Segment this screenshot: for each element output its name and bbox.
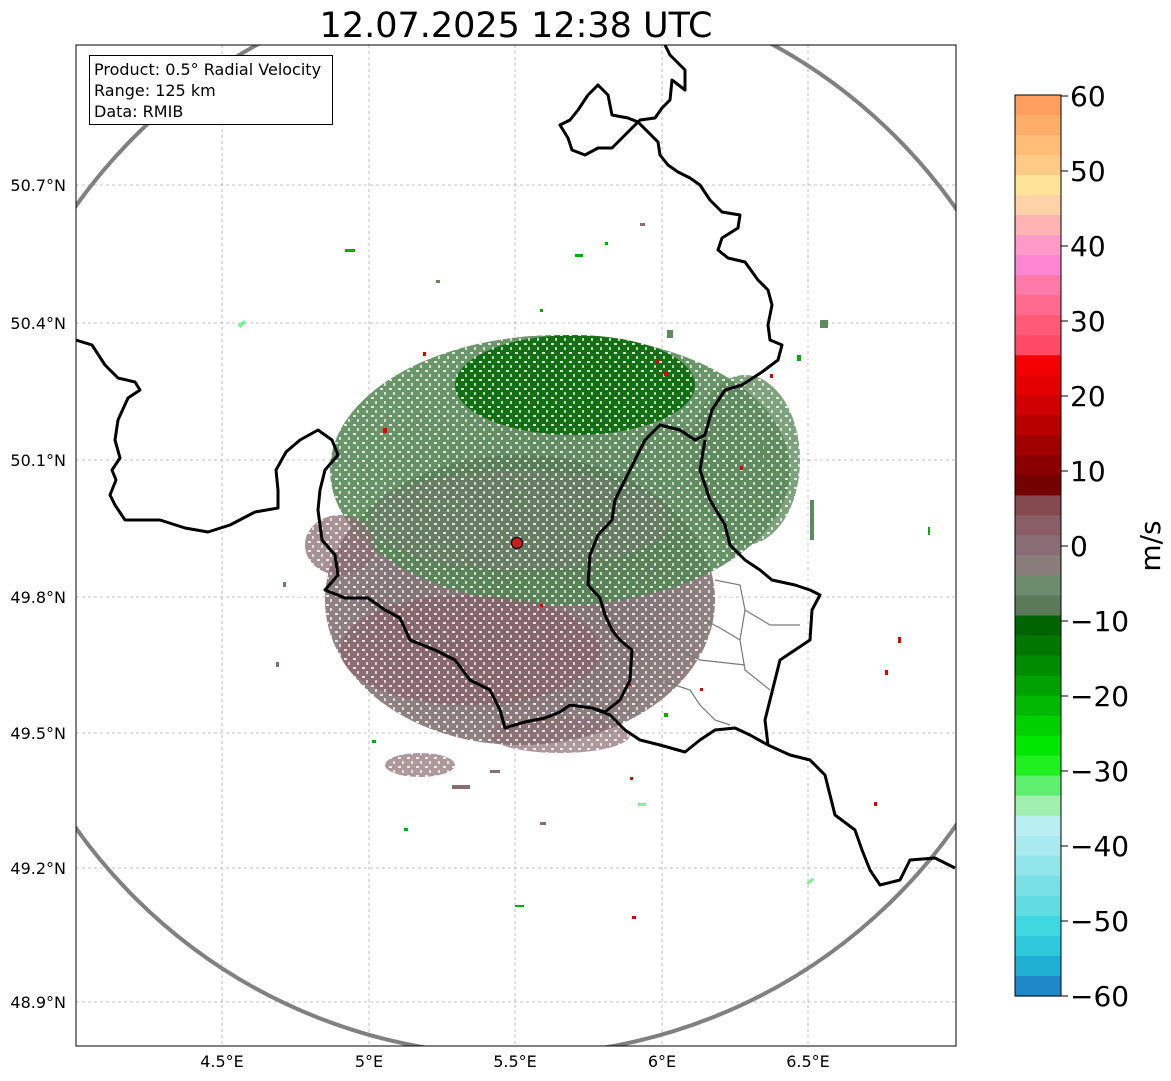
colorbar-swatch <box>1015 455 1061 477</box>
colorbar-swatch <box>1015 975 1061 997</box>
colorbar-swatch <box>1015 315 1061 336</box>
colorbar-swatch <box>1015 395 1061 416</box>
colorbar-swatch <box>1015 535 1061 557</box>
colorbar-swatch <box>1015 295 1061 316</box>
lat-label: 50.7°N <box>10 176 66 195</box>
colorbar-tick-label: 0 <box>1070 530 1088 563</box>
colorbar-swatch <box>1015 435 1061 456</box>
colorbar-swatch <box>1015 275 1061 296</box>
colorbar-tick-label: 40 <box>1070 230 1106 263</box>
colorbar-swatch <box>1015 555 1061 577</box>
colorbar-swatch <box>1015 775 1061 797</box>
colorbar-tick-label: −10 <box>1070 605 1129 638</box>
info-box: Product: 0.5° Radial Velocity Range: 125… <box>89 55 333 125</box>
colorbar-unit-label: m/s <box>1134 520 1167 571</box>
colorbar-tick-labels: 60 50 40 30 20 10 0 −10 −20 −30 −40 −50 … <box>1070 80 1129 1013</box>
info-data-source: Data: RMIB <box>94 102 184 121</box>
lon-label: 4.5°E <box>200 1052 244 1071</box>
info-range: Range: 125 km <box>94 81 216 100</box>
colorbar-swatch <box>1015 415 1061 436</box>
colorbar-swatch <box>1015 615 1061 637</box>
colorbar-swatch <box>1015 655 1061 677</box>
colorbar-swatch <box>1015 475 1061 497</box>
colorbar-swatch <box>1015 675 1061 697</box>
canton-borders <box>659 579 800 726</box>
colorbar-swatch <box>1015 935 1061 957</box>
colorbar-ticks <box>1061 95 1068 997</box>
map-frame <box>75 44 957 1047</box>
colorbar-swatch <box>1015 375 1061 396</box>
colorbar-swatch <box>1015 875 1061 897</box>
colorbar-tick-label: −40 <box>1070 830 1129 863</box>
colorbar-swatch <box>1015 155 1061 176</box>
colorbar-swatch <box>1015 855 1061 877</box>
lat-label: 49.5°N <box>10 724 66 743</box>
lon-label: 6.5°E <box>786 1052 830 1071</box>
colorbar-swatch <box>1015 815 1061 837</box>
colorbar-swatch <box>1015 695 1061 717</box>
chart-title: 12.07.2025 12:38 UTC <box>319 6 713 46</box>
colorbar-tick-label: −30 <box>1070 755 1129 788</box>
colorbar-swatch <box>1015 115 1061 136</box>
lat-label: 50.1°N <box>10 451 66 470</box>
colorbar-swatch <box>1015 335 1061 356</box>
colorbar-swatch <box>1015 95 1061 116</box>
colorbar-tick-label: 50 <box>1070 155 1106 188</box>
lon-label: 5.5°E <box>493 1052 537 1071</box>
colorbar-tick-label: −60 <box>1070 980 1129 1013</box>
colorbar-tick-label: −20 <box>1070 680 1129 713</box>
lat-label: 50.4°N <box>10 314 66 333</box>
colorbar-swatch <box>1015 895 1061 917</box>
colorbar-swatch <box>1015 575 1061 597</box>
lon-label: 5°E <box>355 1052 383 1071</box>
colorbar-tick-label: −50 <box>1070 905 1129 938</box>
colorbar-swatch <box>1015 715 1061 737</box>
lat-label: 49.8°N <box>10 588 66 607</box>
colorbar <box>1015 95 1061 997</box>
country-borders <box>76 45 956 887</box>
colorbar-swatch <box>1015 595 1061 617</box>
velocity-echo-field <box>237 223 930 919</box>
lat-label: 48.9°N <box>10 993 66 1012</box>
colorbar-swatch <box>1015 515 1061 537</box>
lon-label: 6°E <box>648 1052 676 1071</box>
colorbar-swatch <box>1015 795 1061 817</box>
colorbar-swatch <box>1015 735 1061 757</box>
colorbar-tick-label: 20 <box>1070 380 1106 413</box>
colorbar-swatch <box>1015 215 1061 236</box>
colorbar-swatch <box>1015 955 1061 977</box>
colorbar-swatch <box>1015 175 1061 196</box>
lat-label: 49.2°N <box>10 859 66 878</box>
longitude-labels: 4.5°E 5°E 5.5°E 6°E 6.5°E <box>200 1052 830 1071</box>
info-product: Product: 0.5° Radial Velocity <box>94 60 322 79</box>
colorbar-swatch <box>1015 255 1061 276</box>
colorbar-swatch <box>1015 195 1061 216</box>
colorbar-swatch <box>1015 235 1061 256</box>
colorbar-swatch <box>1015 915 1061 937</box>
colorbar-tick-label: 30 <box>1070 305 1106 338</box>
colorbar-swatch <box>1015 835 1061 857</box>
colorbar-tick-label: 60 <box>1070 80 1106 113</box>
colorbar-swatch <box>1015 755 1061 777</box>
colorbar-swatch <box>1015 135 1061 156</box>
colorbar-swatch <box>1015 635 1061 657</box>
colorbar-swatch <box>1015 495 1061 517</box>
radar-site-marker <box>510 536 524 550</box>
latitude-labels: 50.7°N 50.4°N 50.1°N 49.8°N 49.5°N 49.2°… <box>10 176 66 1012</box>
colorbar-tick-label: 10 <box>1070 455 1106 488</box>
colorbar-swatch <box>1015 355 1061 376</box>
